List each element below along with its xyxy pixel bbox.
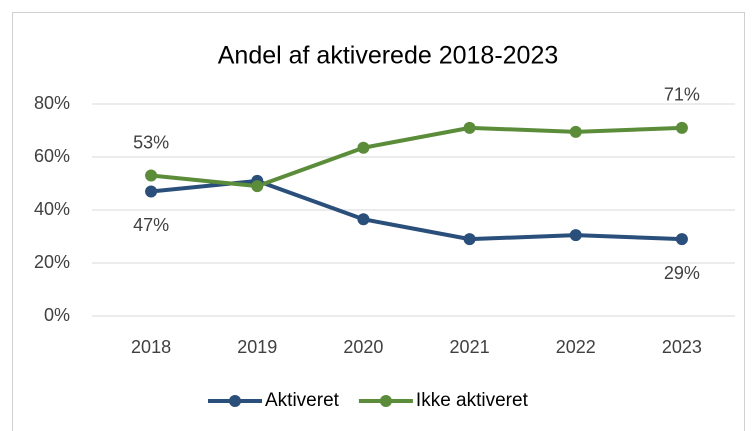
legend-label: Ikke aktiveret (416, 390, 529, 411)
data-label: 53% (133, 132, 169, 152)
legend-label: Aktiveret (265, 390, 340, 411)
x-tick-label: 2020 (343, 337, 383, 357)
x-tick-label: 2022 (556, 337, 596, 357)
data-point (569, 229, 582, 242)
legend-marker (379, 395, 392, 407)
y-tick-label: 0% (44, 305, 70, 325)
y-tick-label: 80% (34, 93, 70, 113)
x-tick-label: 2019 (237, 337, 277, 357)
data-point (145, 185, 158, 198)
chart-title: Andel af aktiverede 2018-2023 (218, 42, 559, 70)
data-label: 71% (664, 85, 700, 105)
data-label: 29% (664, 263, 700, 283)
legend-marker (229, 395, 241, 407)
data-point (463, 233, 476, 246)
y-tick-label: 20% (34, 252, 70, 272)
data-point (463, 121, 476, 134)
data-point (675, 121, 688, 134)
data-point (357, 213, 370, 226)
data-point (675, 233, 688, 246)
x-tick-label: 2021 (450, 337, 490, 357)
data-point (251, 180, 264, 193)
data-point (357, 141, 370, 154)
data-point (145, 169, 158, 182)
series-line (150, 125, 682, 189)
x-tick-label: 2018 (131, 337, 171, 357)
data-label: 47% (133, 215, 169, 235)
data-point (569, 125, 582, 138)
y-tick-label: 60% (34, 146, 70, 166)
y-tick-label: 40% (34, 199, 70, 219)
x-tick-label: 2023 (662, 337, 702, 357)
